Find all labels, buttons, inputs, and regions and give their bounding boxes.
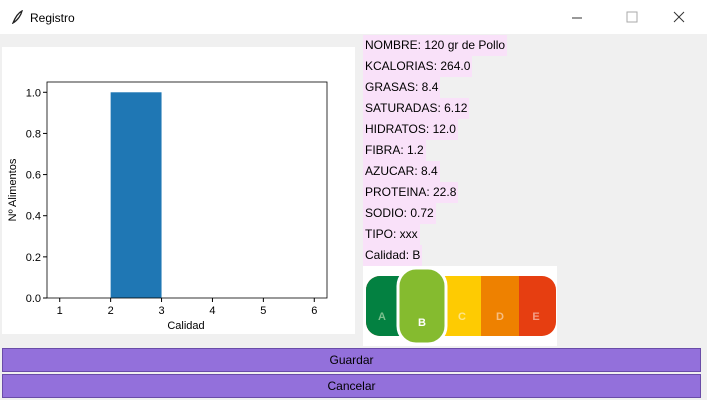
x-axis-label: Calidad	[167, 320, 204, 332]
x-tick-label: 4	[209, 305, 215, 317]
cancel-button[interactable]: Cancelar	[2, 374, 701, 398]
score-letter: E	[532, 311, 539, 323]
window-title: Registro	[30, 11, 75, 25]
info-label: PROTEINA: 22.8	[363, 182, 459, 203]
badge-b	[396, 266, 448, 346]
y-tick-label: 0.4	[26, 211, 41, 223]
badge-c	[443, 276, 481, 336]
save-button[interactable]: Guardar	[2, 348, 701, 372]
info-list: NOMBRE: 120 gr de Pollo KCALORIAS: 264.0 G…	[363, 35, 508, 266]
info-label: AZUCAR: 8.4	[363, 161, 440, 182]
info-label: HIDRATOS: 12.0	[363, 119, 458, 140]
x-tick-label: 6	[311, 305, 317, 317]
score-letter: A	[378, 311, 386, 323]
info-label: Calidad: B	[363, 245, 423, 266]
y-tick-label: 0.2	[26, 252, 41, 264]
y-axis-label: Nº Alimentos	[7, 158, 19, 221]
info-label: SODIO: 0.72	[363, 203, 436, 224]
title-bar: Registro	[0, 0, 707, 34]
x-tick-label: 1	[57, 305, 63, 317]
x-tick-label: 3	[158, 305, 164, 317]
y-tick-label: 1.0	[26, 87, 41, 99]
bar	[110, 92, 162, 299]
histogram-chart: Calidad Nº Alimentos 1 2 3 4 5 6 0.0 0.2 0.4 0.6 0…	[2, 47, 355, 334]
window-controls[interactable]	[570, 8, 700, 28]
score-letter: C	[458, 311, 466, 323]
info-label: KCALORIAS: 264.0	[363, 56, 473, 77]
score-letter: B	[418, 317, 426, 329]
info-label: SATURADAS: 6.12	[363, 98, 470, 119]
info-label: NOMBRE: 120 gr de Pollo	[363, 35, 508, 56]
plot-frame	[46, 81, 328, 299]
x-tick-label: 2	[108, 305, 114, 317]
score-letter: D	[496, 311, 504, 323]
y-tick-label: 0.8	[26, 128, 41, 140]
x-tick-label: 5	[260, 305, 266, 317]
nutriscore-badge: A B C D E	[363, 266, 557, 346]
y-tick-label: 0.0	[26, 293, 41, 305]
info-label: TIPO: xxx	[363, 224, 420, 245]
info-label: FIBRA: 1.2	[363, 140, 426, 161]
info-label: GRASAS: 8.4	[363, 77, 441, 98]
y-tick-label: 0.6	[26, 170, 41, 182]
badge-d	[481, 276, 519, 336]
app-icon	[11, 10, 23, 24]
